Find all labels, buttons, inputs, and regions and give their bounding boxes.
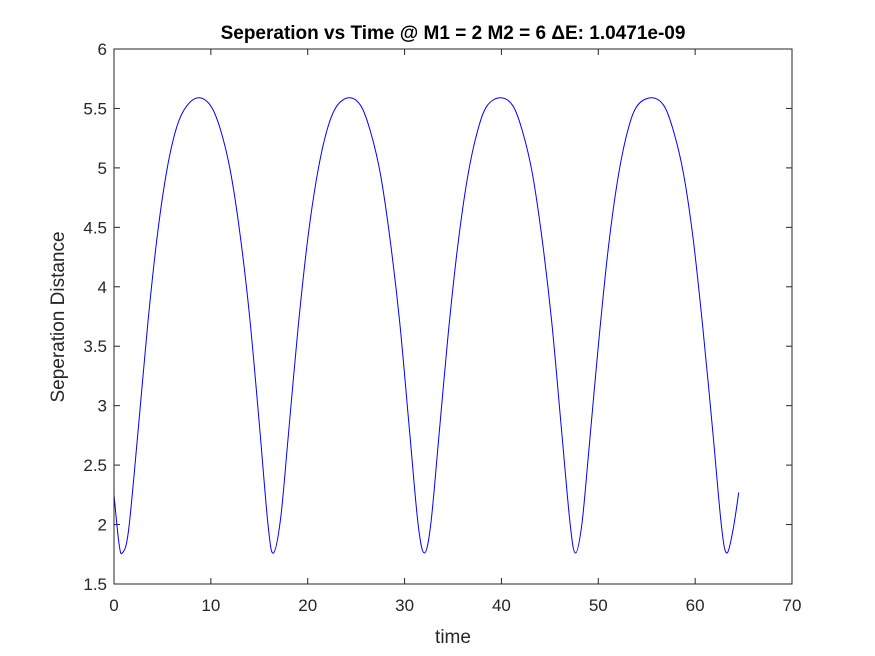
y-tick-label: 6 [98, 40, 107, 59]
series-layer [113, 97, 740, 555]
y-tick-label: 5.5 [83, 99, 107, 118]
y-axis-label: Seperation Distance [48, 231, 69, 402]
x-tick-label: 20 [298, 596, 317, 615]
x-tick-label: 70 [783, 596, 802, 615]
y-tick-label: 3.5 [83, 337, 107, 356]
x-tick-label: 0 [109, 596, 118, 615]
y-axis-ticks: 1.5 2 2.5 3 3.5 4 4.5 5 5.5 6 [83, 40, 792, 594]
plot-area [114, 49, 792, 584]
series-line [113, 97, 740, 555]
plot-frame [113, 48, 793, 585]
x-tick-label: 40 [492, 596, 511, 615]
y-tick-label: 4.5 [83, 218, 107, 237]
chart-title: Seperation vs Time @ M1 = 2 M2 = 6 ΔE: 1… [221, 23, 686, 44]
y-tick-label: 2 [98, 516, 107, 535]
x-axis-ticks: 0 10 20 30 40 50 60 70 [109, 49, 801, 615]
x-axis-label: time [435, 627, 471, 648]
y-tick-label: 5 [98, 159, 107, 178]
x-tick-label: 30 [395, 596, 414, 615]
x-tick-label: 50 [589, 596, 608, 615]
y-tick-label: 3 [98, 397, 107, 416]
y-tick-label: 1.5 [83, 575, 107, 594]
y-tick-label: 4 [98, 278, 107, 297]
y-tick-label: 2.5 [83, 456, 107, 475]
x-tick-label: 10 [201, 596, 220, 615]
x-tick-label: 60 [686, 596, 705, 615]
